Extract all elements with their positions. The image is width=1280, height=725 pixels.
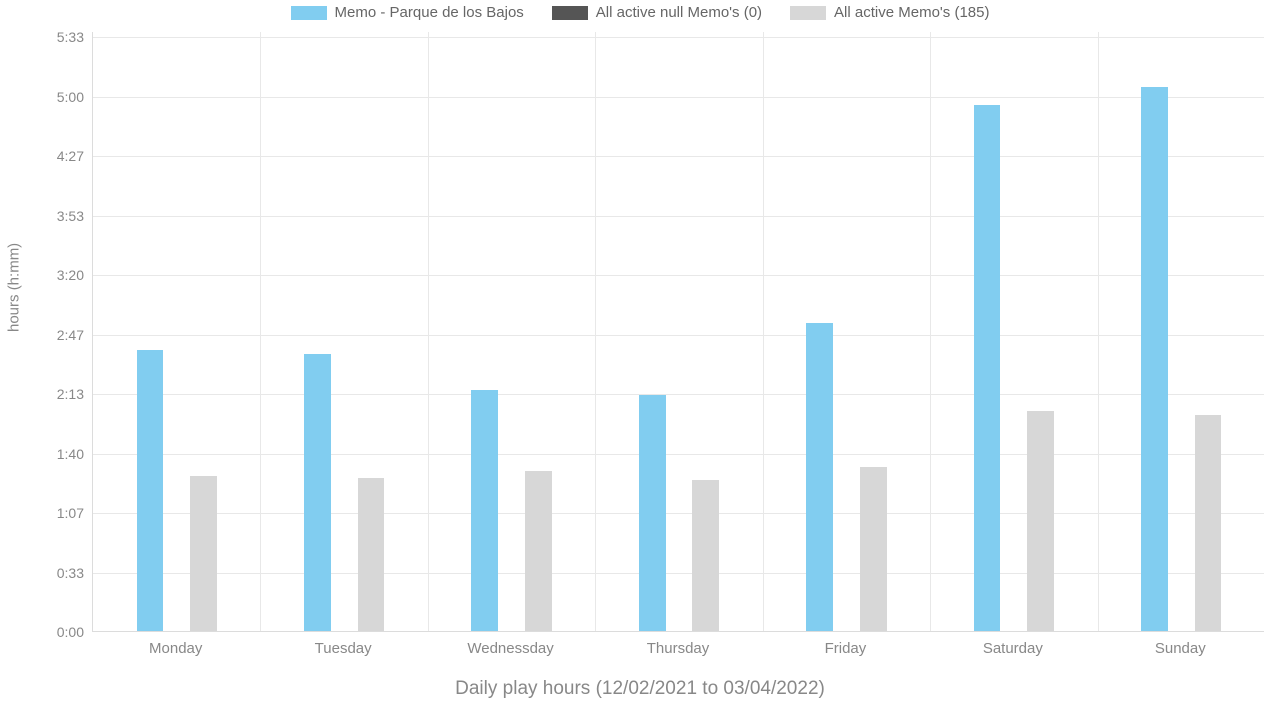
bar-memo_parque[interactable] [639, 395, 666, 631]
legend-item-null_memos[interactable]: All active null Memo's (0) [552, 4, 762, 21]
y-tick-label: 3:53 [4, 208, 84, 224]
gridline-v [260, 32, 261, 631]
x-tick-label: Saturday [983, 640, 1043, 657]
gridline-h [93, 275, 1264, 276]
gridline-h [93, 156, 1264, 157]
legend-swatch [790, 6, 826, 20]
bar-all_memos[interactable] [1195, 415, 1222, 631]
y-tick-label: 2:47 [4, 327, 84, 343]
y-tick-label: 4:27 [4, 148, 84, 164]
bar-all_memos[interactable] [190, 476, 217, 631]
legend-swatch [552, 6, 588, 20]
bar-memo_parque[interactable] [806, 323, 833, 631]
bar-all_memos[interactable] [525, 471, 552, 631]
y-tick-label: 0:33 [4, 565, 84, 581]
legend-item-memo_parque[interactable]: Memo - Parque de los Bajos [291, 4, 524, 21]
y-tick-label: 0:00 [4, 624, 84, 640]
y-tick-label: 1:40 [4, 446, 84, 462]
y-tick-label: 2:13 [4, 386, 84, 402]
x-tick-label: Thursday [647, 640, 710, 657]
y-axis-title: hours (h:mm) [6, 243, 23, 332]
bar-all_memos[interactable] [1027, 411, 1054, 631]
gridline-v [428, 32, 429, 631]
gridline-h [93, 573, 1264, 574]
y-tick-label: 5:00 [4, 89, 84, 105]
gridline-v [763, 32, 764, 631]
legend-label: Memo - Parque de los Bajos [335, 4, 524, 21]
gridline-h [93, 216, 1264, 217]
y-tick-label: 1:07 [4, 505, 84, 521]
legend-item-all_memos[interactable]: All active Memo's (185) [790, 4, 989, 21]
gridline-h [93, 97, 1264, 98]
x-tick-label: Monday [149, 640, 202, 657]
gridline-v [930, 32, 931, 631]
gridline-h [93, 454, 1264, 455]
legend-label: All active Memo's (185) [834, 4, 989, 21]
bar-memo_parque[interactable] [1141, 87, 1168, 631]
x-tick-label: Sunday [1155, 640, 1206, 657]
gridline-h [93, 335, 1264, 336]
gridline-h [93, 394, 1264, 395]
bar-memo_parque[interactable] [137, 350, 164, 631]
daily-play-hours-chart: Memo - Parque de los Bajos All active nul… [0, 0, 1280, 725]
x-axis-title: Daily play hours (12/02/2021 to 03/04/20… [0, 678, 1280, 700]
bar-memo_parque[interactable] [974, 105, 1001, 631]
chart-legend: Memo - Parque de los Bajos All active nul… [0, 4, 1280, 21]
bar-memo_parque[interactable] [471, 390, 498, 631]
legend-swatch [291, 6, 327, 20]
bar-all_memos[interactable] [692, 480, 719, 631]
bar-all_memos[interactable] [860, 467, 887, 631]
x-tick-label: Tuesday [315, 640, 372, 657]
y-tick-label: 5:33 [4, 29, 84, 45]
y-tick-label: 3:20 [4, 267, 84, 283]
plot-area [92, 32, 1264, 632]
x-tick-label: Wednessday [467, 640, 553, 657]
bar-all_memos[interactable] [358, 478, 385, 631]
bar-memo_parque[interactable] [304, 354, 331, 631]
gridline-v [595, 32, 596, 631]
x-tick-label: Friday [825, 640, 867, 657]
gridline-h [93, 37, 1264, 38]
legend-label: All active null Memo's (0) [596, 4, 762, 21]
gridline-h [93, 513, 1264, 514]
gridline-v [1098, 32, 1099, 631]
